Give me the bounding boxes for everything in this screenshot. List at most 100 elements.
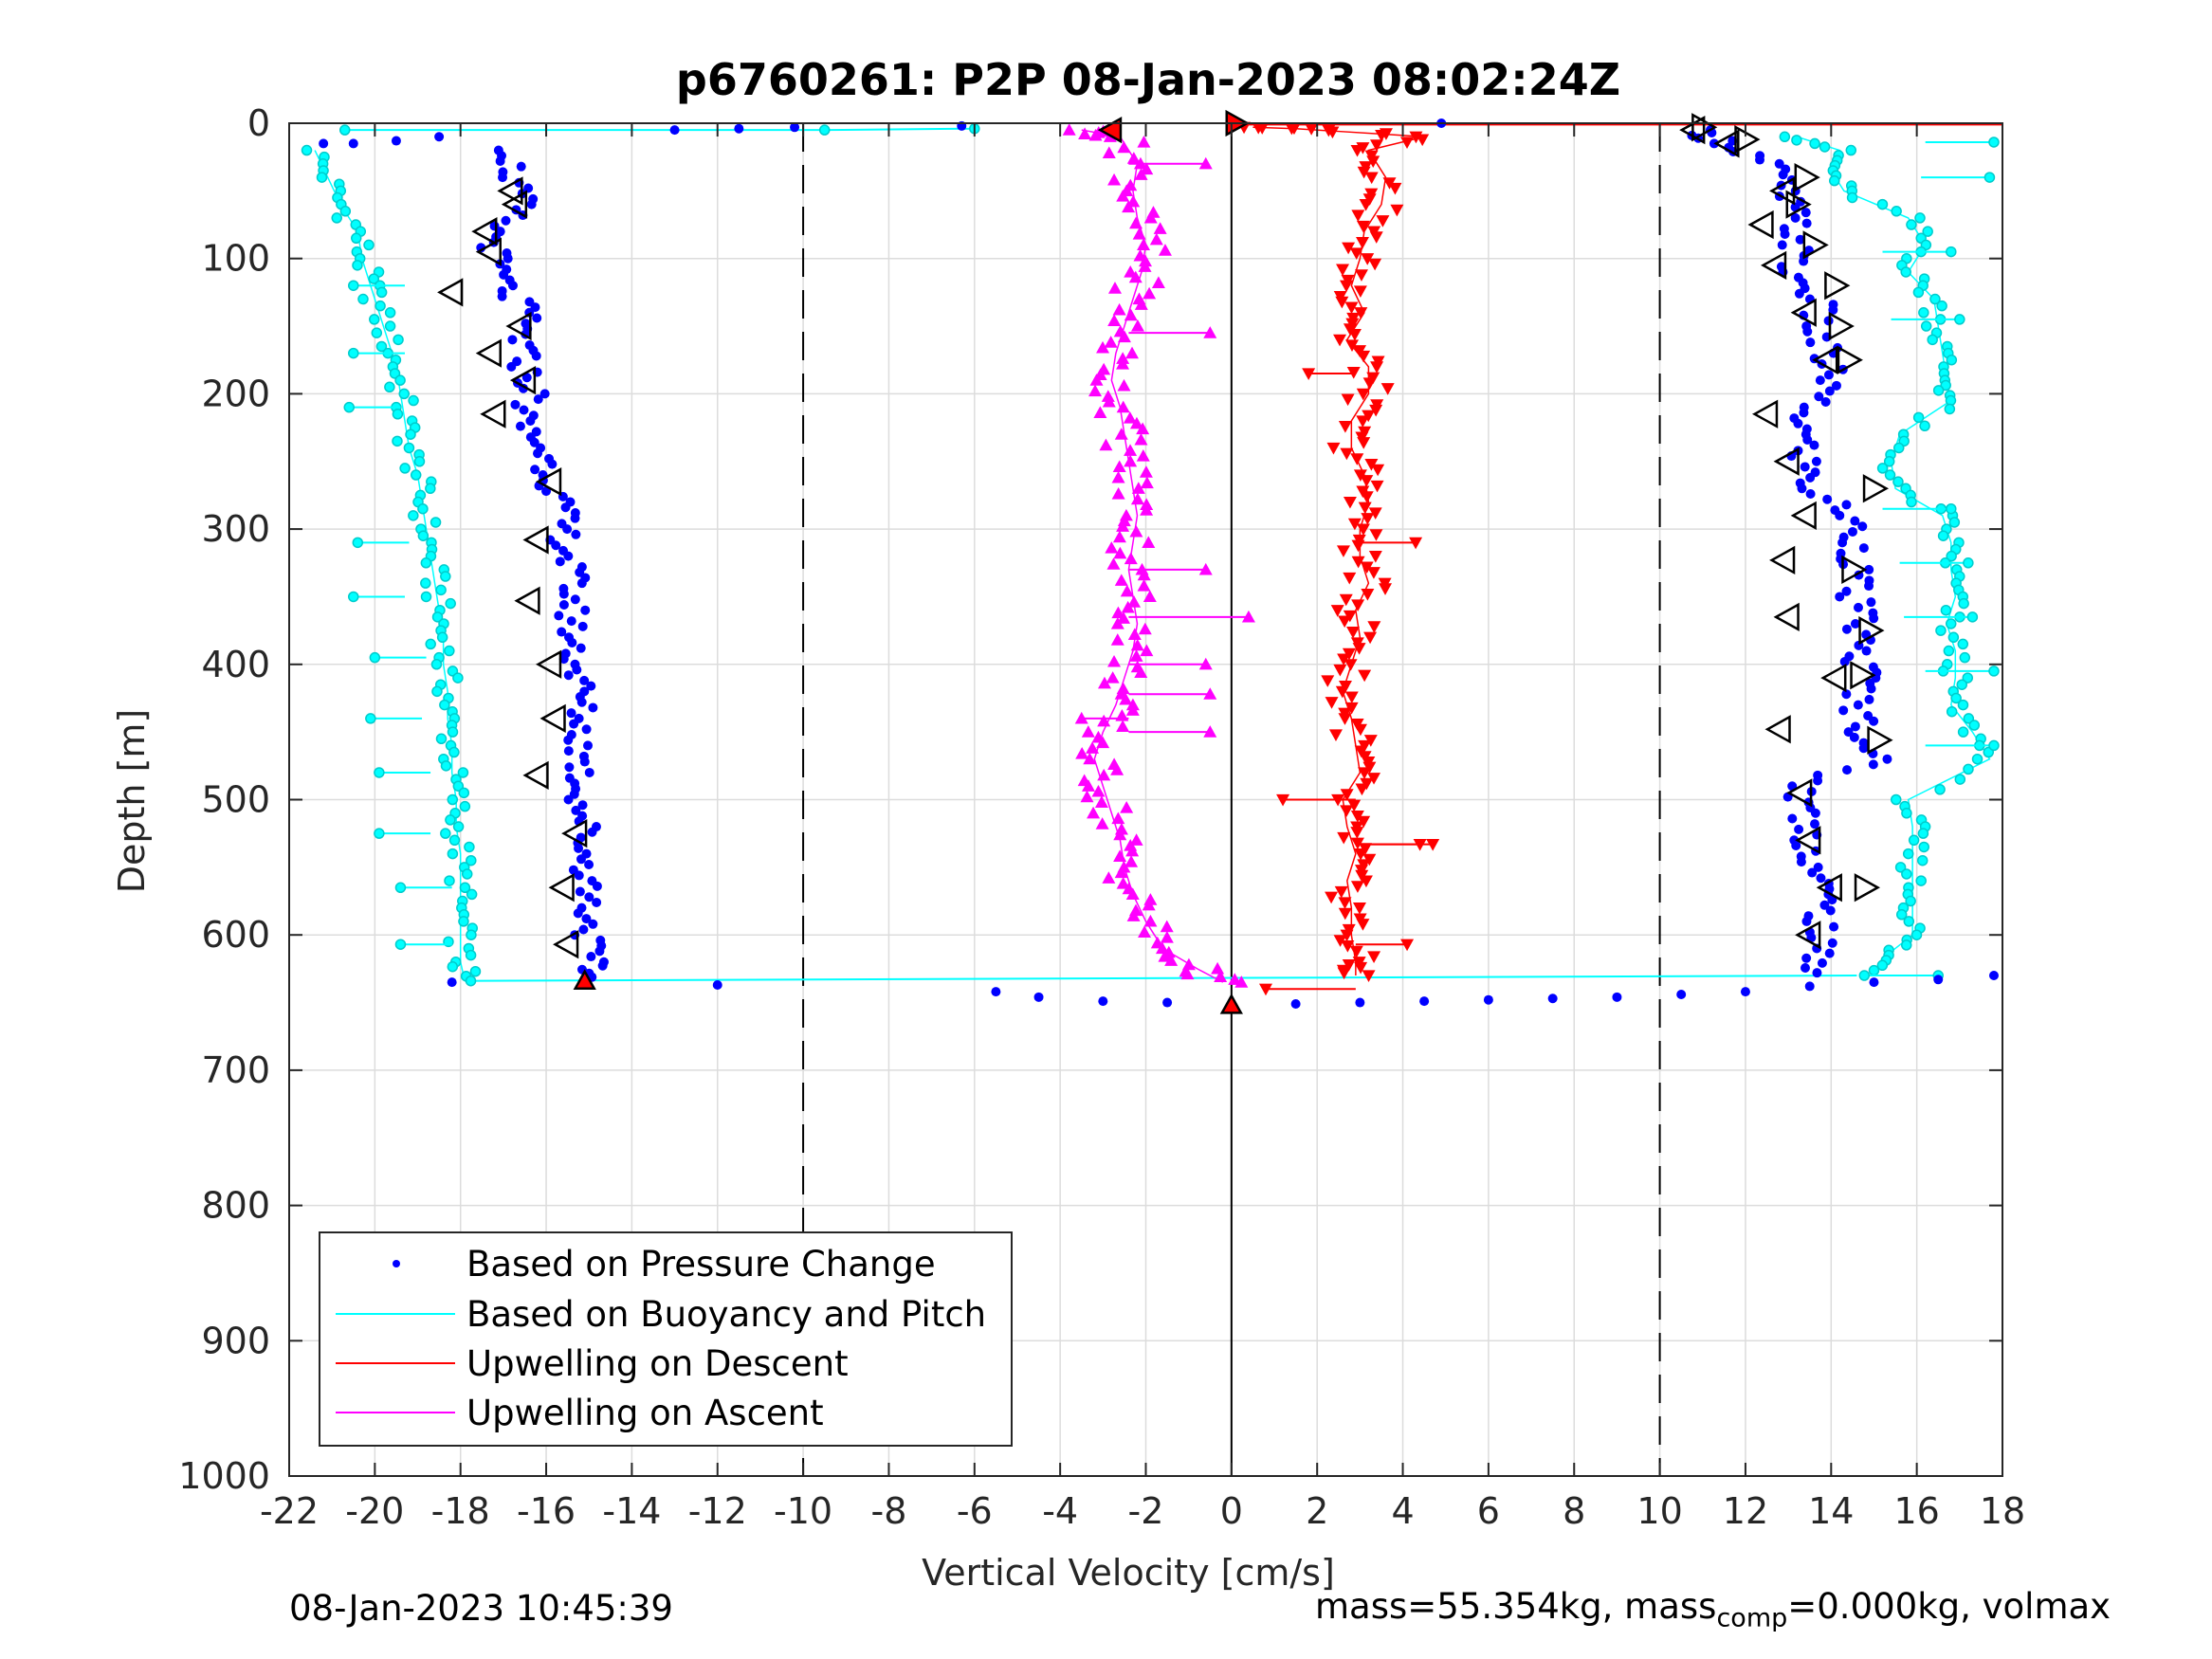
- upwelling-descent-point: [1325, 891, 1339, 904]
- upwelling-descent-point: [1416, 134, 1430, 147]
- dive-marker-left: [1812, 345, 1838, 374]
- buoyancy-point: [405, 428, 416, 440]
- upwelling-ascent-point: [1114, 574, 1128, 586]
- pressure-point: [1795, 234, 1805, 245]
- upwelling-ascent-point: [1117, 611, 1131, 624]
- upwelling-descent-spike-point: [1413, 838, 1427, 851]
- dive-marker-right: [1802, 230, 1829, 260]
- y-axis-label: Depth [m]: [111, 709, 153, 894]
- dive-marker-left: [535, 649, 562, 679]
- pressure-point: [566, 708, 576, 719]
- upwelling-ascent-point: [1102, 871, 1116, 884]
- upwelling-descent-point: [1361, 253, 1375, 265]
- upwelling-ascent-point: [1111, 811, 1125, 825]
- buoyancy-spike-point: [394, 939, 407, 950]
- upwelling-ascent-point: [1102, 394, 1116, 408]
- upwelling-descent-point: [1337, 967, 1351, 980]
- pressure-surface-point: [434, 132, 445, 142]
- pressure-point: [1842, 765, 1853, 775]
- upwelling-descent-point: [1354, 269, 1368, 282]
- buoyancy-point: [464, 841, 475, 853]
- buoyancy-point: [1943, 645, 1955, 657]
- pressure-point: [1882, 754, 1892, 764]
- pressure-bottom-point: [1740, 987, 1750, 997]
- buoyancy-point: [1963, 713, 1975, 724]
- pressure-point: [1799, 408, 1809, 418]
- buoyancy-point: [1957, 699, 1969, 711]
- y-axis-ticks: 0 100 200 300 400 500 600 700 800 900 1000: [178, 102, 2002, 1497]
- upwelling-ascent-spike-point: [1198, 657, 1213, 670]
- pressure-point: [1823, 316, 1834, 326]
- upwelling-descent-point: [1333, 935, 1347, 947]
- buoyancy-point: [440, 760, 452, 772]
- upwelling-descent-spike-point: [1276, 793, 1290, 807]
- pressure-point: [1853, 602, 1863, 612]
- x-tick-label: -20: [345, 1490, 404, 1532]
- upwelling-descent-point: [1375, 129, 1389, 142]
- upwelling-descent-point: [1349, 247, 1363, 260]
- upwelling-ascent-point: [1125, 887, 1140, 900]
- upwelling-ascent-spike-point: [1198, 562, 1213, 575]
- upwelling-ascent-point: [1120, 801, 1134, 813]
- buoyancy-point: [1900, 939, 1912, 951]
- buoyancy-spike-point: [1946, 502, 1957, 515]
- pressure-point: [1809, 440, 1819, 450]
- upwelling-descent-point: [1343, 572, 1357, 585]
- buoyancy-point: [1809, 137, 1820, 150]
- upwelling-descent-point: [1334, 885, 1348, 899]
- buoyancy-point: [1971, 753, 1983, 765]
- buoyancy-point: [384, 320, 396, 332]
- pressure-point: [554, 611, 564, 621]
- x-tick-label: -16: [517, 1490, 576, 1532]
- upwelling-ascent-point: [1114, 866, 1128, 879]
- upwelling-ascent-point: [1112, 530, 1126, 543]
- footer-mass-sub: comp: [1716, 1603, 1788, 1633]
- upwelling-ascent-point: [1234, 975, 1249, 988]
- pressure-point: [586, 681, 596, 691]
- upwelling-descent-point: [1370, 480, 1384, 493]
- pressure-surface-point: [734, 123, 744, 134]
- dive-marker-left: [553, 930, 579, 959]
- legend-label-pressure: Based on Pressure Change: [466, 1244, 936, 1285]
- upwelling-ascent-point: [1112, 460, 1126, 473]
- buoyancy-point: [1906, 496, 1917, 508]
- upwelling-ascent-point: [1089, 374, 1104, 386]
- upwelling-descent-point: [1359, 875, 1373, 888]
- upwelling-ascent-spike-point: [1203, 326, 1217, 338]
- upwelling-ascent-point: [1158, 244, 1172, 256]
- dive-marker-left: [522, 760, 549, 790]
- pressure-point: [586, 952, 596, 962]
- footer-mass-info: mass=55.354kg, masscomp=0.000kg, volmax: [1315, 1586, 2111, 1632]
- dive-marker-left: [471, 217, 498, 246]
- buoyancy-point: [439, 699, 450, 711]
- buoyancy-point: [417, 530, 430, 541]
- buoyancy-point: [1905, 895, 1916, 907]
- pressure-point: [503, 253, 513, 264]
- upwelling-descent-point: [1358, 501, 1372, 515]
- buoyancy-point: [444, 645, 455, 657]
- buoyancy-point: [435, 584, 447, 596]
- buoyancy-point: [461, 868, 473, 880]
- buoyancy-point: [420, 577, 431, 589]
- data-series: [301, 109, 2002, 1014]
- buoyancy-point: [1912, 286, 1925, 299]
- upwelling-ascent-point: [1123, 411, 1137, 424]
- upwelling-ascent-point: [1116, 876, 1130, 889]
- pressure-point: [558, 654, 569, 665]
- buoyancy-point: [392, 435, 403, 447]
- buoyancy-point: [371, 327, 383, 338]
- buoyancy-point: [1901, 808, 1912, 819]
- upwelling-descent-point: [1364, 172, 1379, 185]
- buoyancy-point: [452, 672, 464, 684]
- pressure-point: [539, 389, 550, 399]
- upwelling-descent-point: [1357, 350, 1371, 363]
- buoyancy-point: [331, 212, 342, 224]
- pressure-point: [1866, 597, 1876, 608]
- pressure-point: [515, 421, 525, 431]
- upwelling-ascent-point: [1140, 503, 1154, 516]
- upwelling-ascent-point: [1155, 941, 1169, 955]
- dive-marker-left: [539, 703, 566, 734]
- x-tick-label: -10: [774, 1490, 832, 1532]
- pressure-point: [1828, 304, 1838, 315]
- buoyancy-point: [1946, 550, 1957, 562]
